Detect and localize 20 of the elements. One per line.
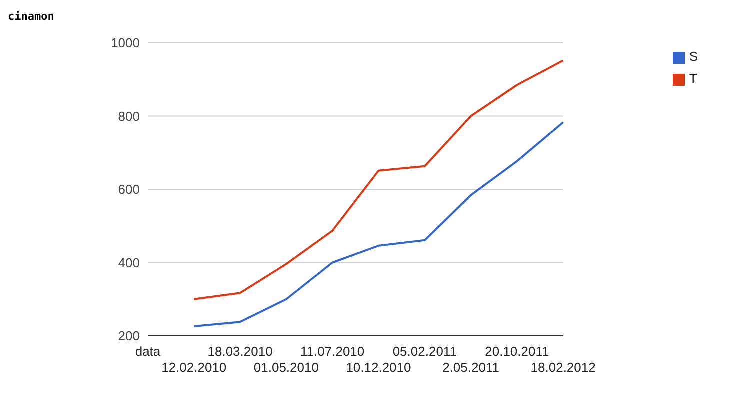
y-tick-label: 200 — [118, 328, 140, 344]
y-tick-label: 800 — [118, 108, 140, 124]
x-tick-label: 18.03.2010 — [208, 344, 273, 359]
x-tick-label: 10.12.2010 — [346, 360, 412, 375]
x-tick-label: data — [135, 344, 162, 359]
line-series — [193, 60, 564, 300]
x-tick-label: 01.05.2010 — [254, 360, 319, 375]
y-tick-label: 400 — [118, 255, 140, 270]
y-tick-label: 600 — [118, 182, 140, 198]
x-tick-label: 12.02.2010 — [162, 360, 227, 375]
text: cinamon — [8, 10, 54, 23]
x-tick-label: 05.02.2011 — [392, 344, 457, 359]
x-tick-label: 11.07.2010 — [300, 344, 365, 359]
x-tick-label: 2.05.2011 — [442, 360, 500, 375]
legend-label: S — [689, 49, 698, 64]
line-series — [193, 121, 564, 328]
x-tick-label: 20.10.2011 — [485, 344, 550, 359]
x-tick-label: 18.02.2012 — [530, 360, 596, 375]
legend-label: T — [689, 71, 698, 86]
y-tick-label: 1000 — [111, 36, 140, 51]
